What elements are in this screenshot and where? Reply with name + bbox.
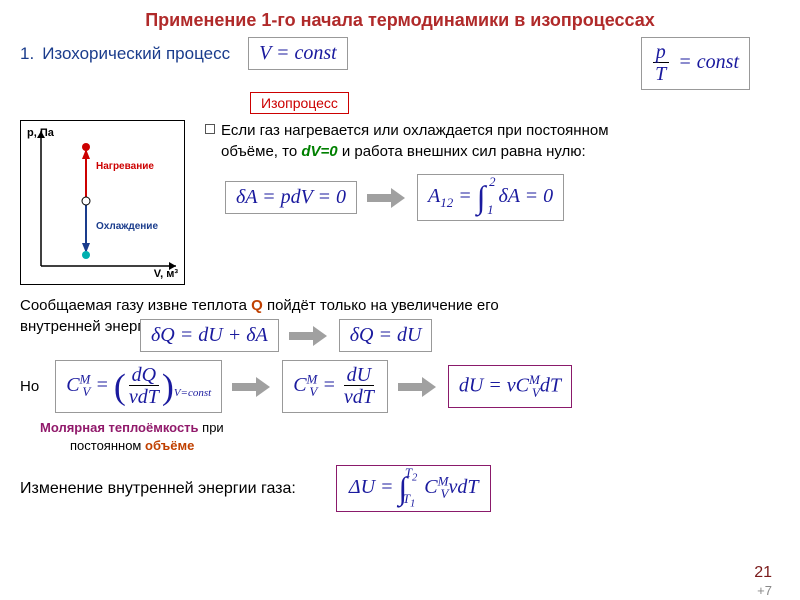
para2-a: Сообщаемая газу извне теплота xyxy=(20,297,251,314)
isoprocess-badge: Изопроцесс xyxy=(250,92,349,114)
cooling-label: Охлаждение xyxy=(96,221,158,232)
slide-number: 21 xyxy=(754,564,772,582)
slide-title: Применение 1-го начала термодинамики в и… xyxy=(20,10,780,31)
subtitle-num: 1. xyxy=(20,44,34,64)
arrow-icon xyxy=(367,188,407,208)
eq-row-3: Но CMV = (dQνdT)V=const CMV = dUνdT dU =… xyxy=(20,360,780,413)
eq-cv-def: CMV = (dQνdT)V=const xyxy=(55,360,222,413)
final-label: Изменение внутренней энергии газа: xyxy=(20,478,296,500)
eq-row-2: δQ = dU + δA δQ = dU xyxy=(140,319,780,352)
slide: Применение 1-го начала термодинамики в и… xyxy=(0,0,800,600)
subtitle-row: 1. Изохорический процесс V = const pT = … xyxy=(20,37,780,90)
eq-dQ-full: δQ = dU + δA xyxy=(140,319,279,352)
para2-b: пойдёт только на увеличение его xyxy=(267,297,499,314)
para1-a: Если газ нагревается или охлаждается при… xyxy=(221,122,609,139)
subtitle-text: Изохорический процесс xyxy=(42,44,230,64)
pv-diagram: p, Па V, м³ Нагревание Охлаждение xyxy=(20,120,185,285)
para1-block: Если газ нагревается или охлаждается при… xyxy=(195,120,780,227)
para1-c: и работа внешних сил равна нулю: xyxy=(342,143,586,160)
arrow-icon xyxy=(289,326,329,346)
molar-c: постоянном xyxy=(70,438,145,453)
molar-a: Молярная теплоёмкость xyxy=(40,420,199,435)
eq-dU-result: dU = νCMVdT xyxy=(448,365,572,408)
final-row: Изменение внутренней энергии газа: ΔU = … xyxy=(20,465,780,512)
eq-row-1: δA = pdV = 0 A12 = ∫21 δA = 0 xyxy=(225,174,780,221)
page-number: +7 xyxy=(757,583,772,598)
eq-dA: δA = pdV = 0 xyxy=(225,181,357,214)
y-axis-label: p, Па xyxy=(27,127,54,139)
para1: Если газ нагревается или охлаждается при… xyxy=(221,120,609,162)
subtitle: 1. Изохорический процесс V = const xyxy=(20,37,348,70)
molar-b: при xyxy=(202,420,224,435)
eq-vconst: V = const xyxy=(248,37,348,70)
molar-d: объёме xyxy=(145,438,194,453)
badge-row: Изопроцесс xyxy=(250,92,780,114)
x-axis-label: V, м³ xyxy=(154,268,178,280)
diagram-and-para: p, Па V, м³ Нагревание Охлаждение Если г… xyxy=(20,120,780,285)
molar-label: Молярная теплоёмкость при постоянном объ… xyxy=(40,419,780,455)
eq-cv-du: CMV = dUνdT xyxy=(282,360,388,413)
arrow-icon xyxy=(398,377,438,397)
bullet-icon xyxy=(205,124,215,134)
but-label: Но xyxy=(20,376,39,397)
para1-b: объёме, то xyxy=(221,143,301,160)
diagram-svg xyxy=(21,121,186,286)
heating-label: Нагревание xyxy=(96,161,154,172)
para2-q: Q xyxy=(251,297,263,314)
eq-dQ-dU: δQ = dU xyxy=(339,319,433,352)
arrow-icon xyxy=(232,377,272,397)
eq-DU-result: ΔU = ∫T2T1 CMVνdT xyxy=(336,465,492,512)
eq-A12: A12 = ∫21 δA = 0 xyxy=(417,174,564,221)
para1-dv: dV=0 xyxy=(301,143,337,160)
eq-pt-const: pT = const xyxy=(641,37,750,90)
